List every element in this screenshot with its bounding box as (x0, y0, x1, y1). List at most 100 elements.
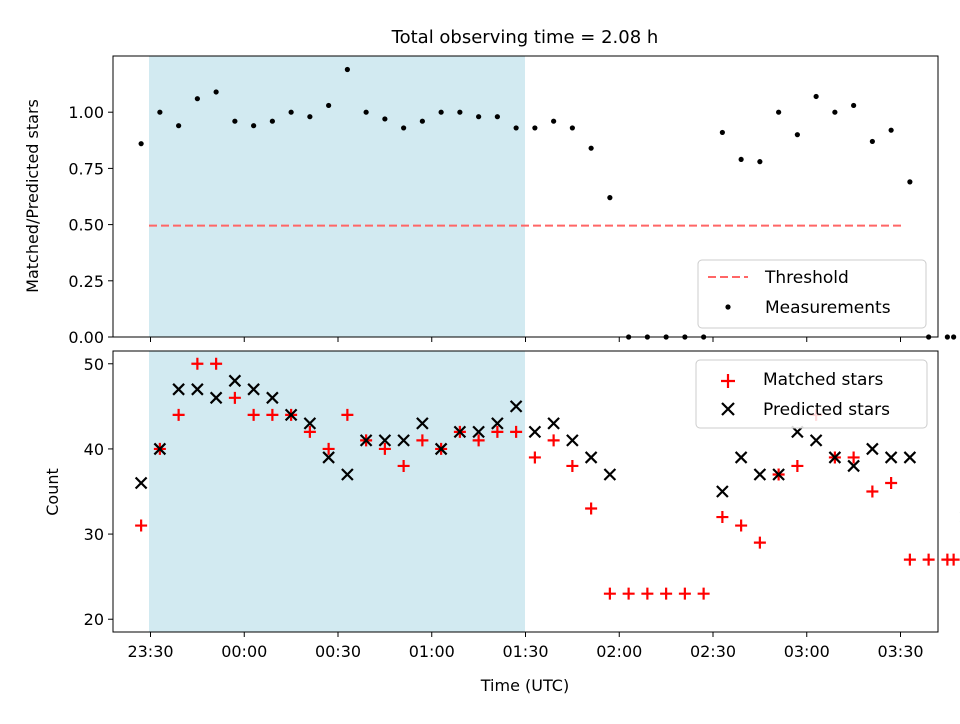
matched-star-point (947, 553, 960, 566)
predicted-legend-marker (721, 402, 735, 416)
y-tick-label: 40 (84, 440, 104, 459)
figure-title: Total observing time = 2.08 h (391, 27, 659, 48)
matched-star-point (397, 459, 410, 472)
matched-star-point (791, 459, 804, 472)
measurement-point (907, 179, 913, 185)
x-tick-label: 01:30 (502, 642, 548, 661)
matched-star-point (903, 553, 916, 566)
predicted-star-point (828, 451, 842, 464)
predicted-star-point (809, 434, 823, 447)
measurements-legend-marker (725, 304, 731, 310)
predicted-star-point (322, 451, 335, 464)
predicted-star-point (734, 451, 748, 464)
measurements-legend-label: Measurements (765, 298, 891, 318)
x-tick-label: 03:00 (784, 642, 830, 661)
predicted-star-point (266, 391, 279, 405)
matched-star-point (547, 434, 560, 447)
measurement-point (419, 118, 425, 124)
measurement-point (457, 109, 463, 115)
matched-star-point (341, 408, 354, 421)
predicted-star-point (378, 434, 392, 447)
matched-star-point (697, 587, 710, 600)
measurement-point (738, 156, 744, 163)
matched-star-point (510, 425, 523, 438)
predicted-star-point (134, 476, 148, 490)
matched-star-point (847, 451, 860, 464)
ratio-x-ticks (150, 337, 901, 342)
measurement-point (832, 109, 838, 115)
x-tick-label: 00:30 (315, 642, 361, 661)
measurement-point (401, 125, 407, 131)
predicted-star-point (847, 459, 860, 473)
measurement-point (382, 116, 388, 122)
predicted-star-point (509, 400, 523, 413)
matched-star-point (735, 519, 748, 532)
measurement-point (363, 109, 369, 115)
y-tick-label: 0.25 (68, 272, 104, 291)
predicted-star-point (247, 383, 260, 396)
predicted-star-point (191, 383, 204, 396)
ratio-plot-frame (112, 55, 939, 338)
predicted-legend-label: Predicted stars (763, 400, 890, 420)
matched-star-point (472, 434, 485, 447)
measurement-point (476, 114, 482, 120)
measurement-point (176, 123, 182, 129)
predicted-star-point (716, 485, 729, 498)
count-legend-box (695, 359, 928, 429)
matched-star-point (922, 553, 935, 566)
measurement-point (513, 125, 519, 131)
predicted-star-point (472, 425, 485, 439)
measurement-point (138, 141, 144, 147)
matched-star-point (303, 425, 316, 438)
measurement-point (551, 118, 557, 124)
predicted-star-point (397, 434, 410, 447)
measurement-point (438, 109, 444, 115)
measurement-point (607, 195, 613, 201)
predicted-star-point (603, 468, 617, 481)
measurement-point (813, 93, 819, 100)
predicted-star-point (547, 417, 560, 430)
matched-star-point (247, 408, 260, 421)
ratio-panel: 0.00 0.25 0.50 0.75 1.00 Matched/Predicted s… (23, 55, 957, 347)
measurement-point (344, 66, 350, 73)
predicted-star-point (566, 434, 579, 447)
x-tick-label: 02:30 (690, 642, 736, 661)
measurement-point (213, 89, 219, 95)
measurement-point (794, 132, 800, 138)
predicted-star-point (416, 417, 429, 430)
x-tick-label: 03:30 (877, 642, 923, 661)
matched-star-point (528, 451, 541, 464)
measurement-point (776, 109, 782, 115)
measurement-point (719, 129, 725, 136)
measurement-point (157, 109, 163, 115)
predicted-star-point (884, 451, 898, 464)
predicted-star-point (303, 417, 317, 430)
measurement-point (288, 109, 294, 115)
matched-star-point (210, 357, 223, 370)
measurement-point (307, 114, 313, 120)
matched-star-point (566, 459, 579, 472)
count-legend: Matched stars Predicted stars (695, 359, 928, 429)
count-x-ticks: 23:30 00:00 00:30 01:00 01:30 02:00 02:30 03:00… (127, 632, 924, 661)
matched-star-point (172, 408, 185, 421)
predicted-star-point (584, 451, 598, 464)
matched-star-point (266, 408, 279, 421)
measurement-point (757, 159, 763, 165)
measurement-point (251, 123, 257, 129)
matched-star-point (641, 587, 654, 600)
matched-star-point (191, 357, 204, 370)
measurement-point (869, 138, 875, 145)
count-y-axis-label: Count (43, 468, 62, 516)
predicted-star-point (491, 417, 504, 430)
measurement-point (951, 334, 957, 340)
predicted-star-point (284, 408, 298, 422)
matched-star-point (678, 587, 691, 600)
observing-interval-shade (149, 56, 525, 337)
predicted-star-point (528, 425, 542, 439)
measurement-point (569, 125, 575, 131)
matched-star-point (378, 442, 391, 455)
x-axis-label: Time (UTC) (480, 676, 569, 695)
ratio-y-axis-label: Matched/Predicted stars (23, 99, 42, 293)
measurement-point (588, 145, 594, 151)
count-y-ticks: 20 30 40 50 (84, 355, 113, 629)
